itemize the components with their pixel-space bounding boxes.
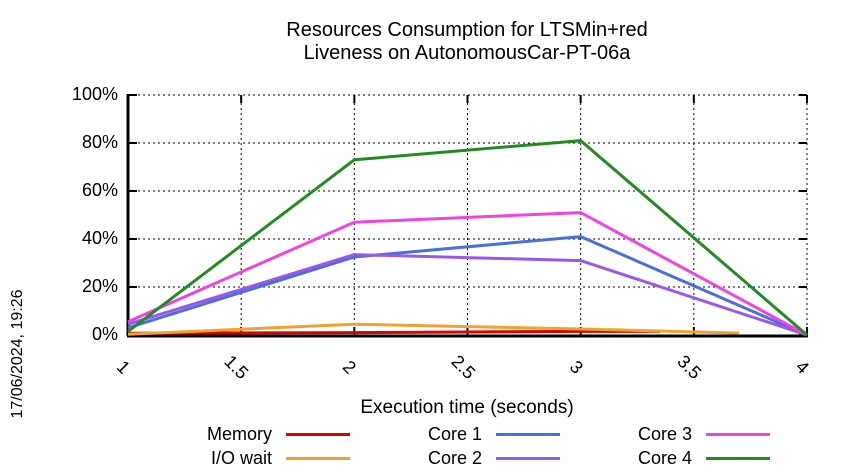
chart-title: Resources Consumption for LTSMin+red Liv…: [67, 19, 850, 65]
series-line-core-3: [127, 211, 808, 337]
y-tick-label-60: 60%: [81, 180, 118, 200]
chart-title-line2: Liveness on AutonomousCar-PT-06a: [303, 42, 631, 64]
series-line-core-4: [127, 139, 808, 337]
series-line-i-o-wait: [127, 322, 740, 336]
legend-label-memory: Memory: [206, 424, 272, 444]
series-line-core-2: [127, 253, 808, 337]
legend-swatch-core-2: [496, 457, 560, 460]
chart-title-line1: Resources Consumption for LTSMin+red: [286, 19, 648, 41]
legend-swatch-core-3: [706, 433, 770, 436]
legend-label-i-o-wait: I/O wait: [210, 448, 272, 468]
legend-swatch-core-4: [706, 457, 770, 460]
legend-swatch-i-o-wait: [286, 457, 350, 460]
y-tick-label-0: 0%: [91, 324, 118, 344]
legend-label-core-4: Core 4: [637, 448, 692, 468]
y-tick-label-100: 100%: [71, 84, 118, 104]
legend-swatch-memory: [286, 433, 350, 436]
legend-label-core-2: Core 2: [427, 448, 482, 468]
x-axis-title: Execution time (seconds): [360, 397, 574, 418]
series-line-core-1: [127, 235, 808, 337]
y-tick-label-40: 40%: [81, 228, 118, 248]
legend-label-core-3: Core 3: [637, 424, 692, 444]
y-tick-label-80: 80%: [81, 132, 118, 152]
legend-label-core-1: Core 1: [427, 424, 482, 444]
legend-swatch-core-1: [496, 433, 560, 436]
y-tick-label-20: 20%: [81, 276, 118, 296]
